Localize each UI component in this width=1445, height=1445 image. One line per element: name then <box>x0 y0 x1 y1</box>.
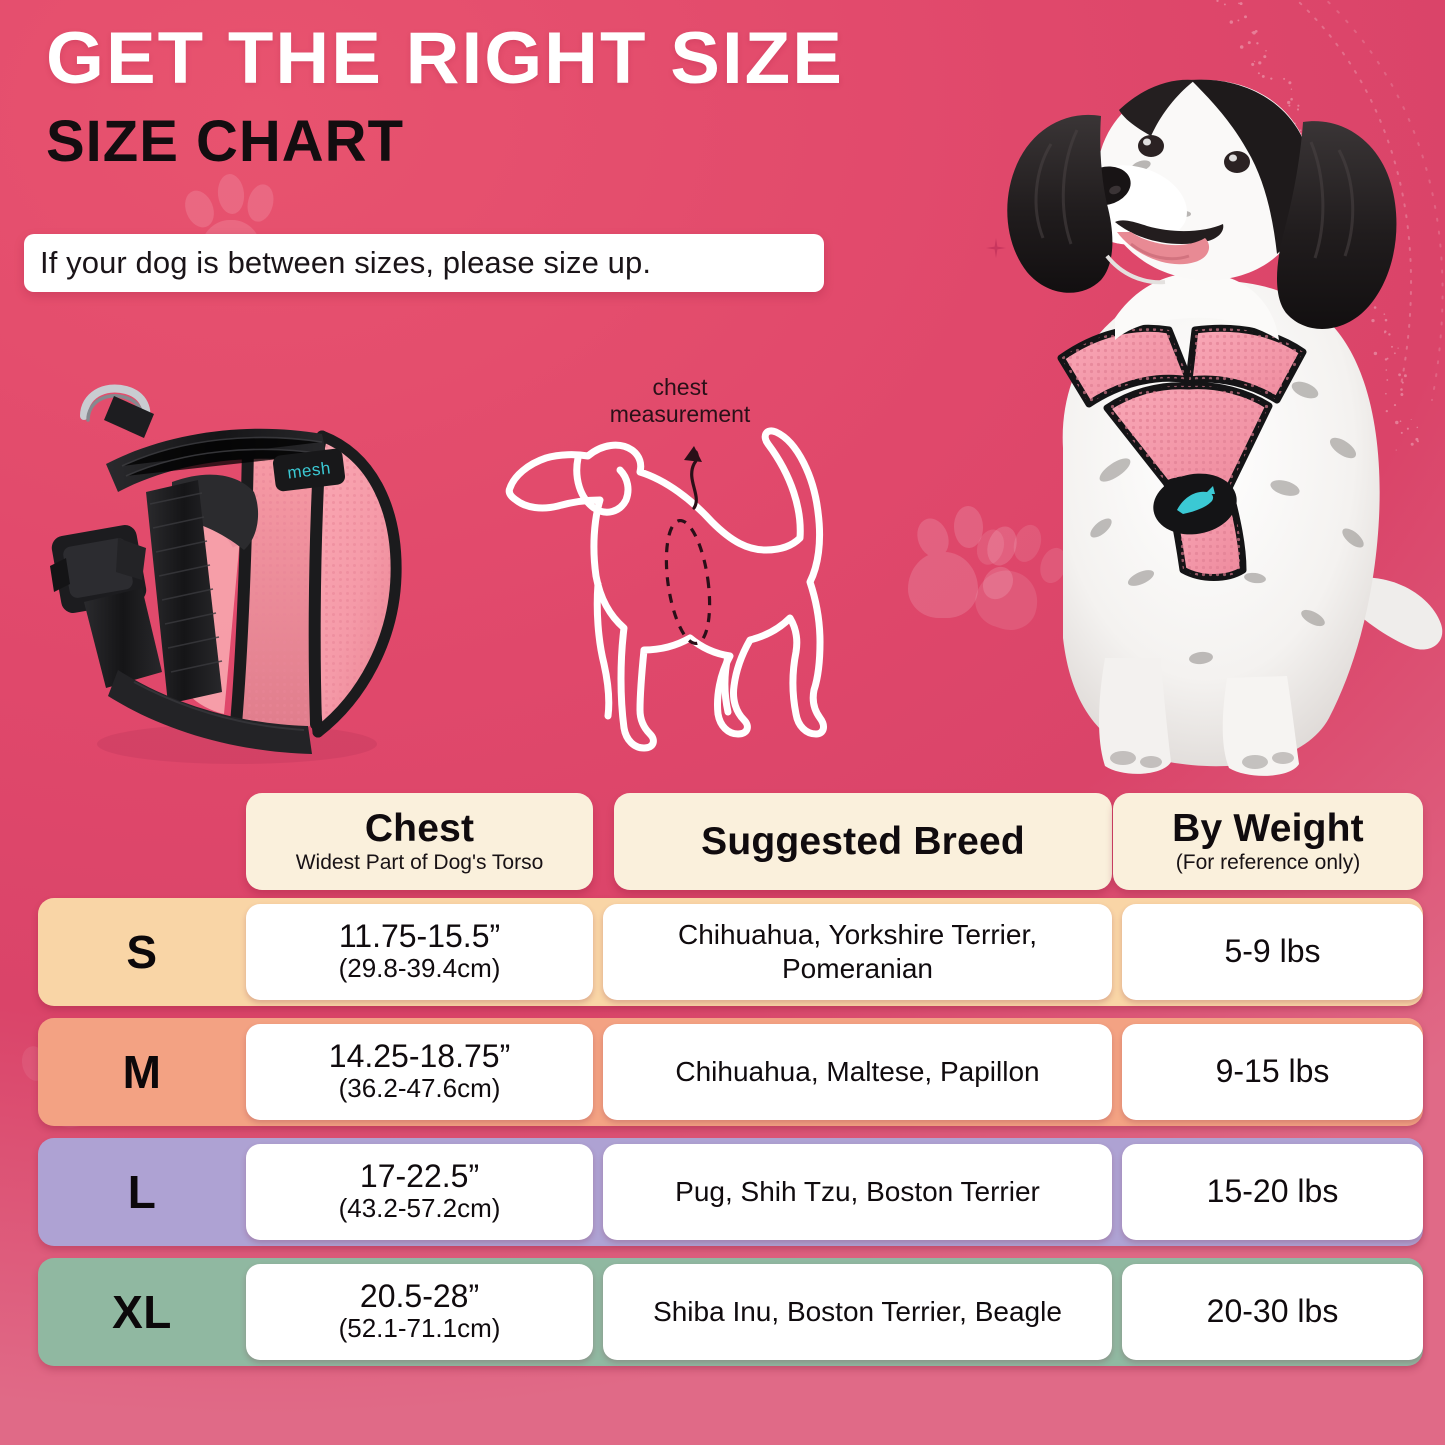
size-label: S <box>38 898 246 1006</box>
cell-breed: Shiba Inu, Boston Terrier, Beagle <box>603 1264 1112 1360</box>
cell-breed: Pug, Shih Tzu, Boston Terrier <box>603 1144 1112 1240</box>
cell-weight: 5-9 lbs <box>1122 904 1423 1000</box>
cell-chest-cm: (52.1-71.1cm) <box>339 1314 501 1343</box>
column-header-chest: Chest Widest Part of Dog's Torso <box>246 793 593 890</box>
column-header-chest-title: Chest <box>365 809 474 849</box>
cell-breed-text: Shiba Inu, Boston Terrier, Beagle <box>653 1295 1062 1329</box>
cell-chest-inches: 11.75-15.5” <box>339 920 500 954</box>
cell-weight-text: 15-20 lbs <box>1207 1175 1339 1209</box>
cell-breed: Chihuahua, Yorkshire Terrier, Pomeranian <box>603 904 1112 1000</box>
cell-chest: 14.25-18.75” (36.2-47.6cm) <box>246 1024 593 1120</box>
chest-measure-ellipse <box>660 518 717 646</box>
cell-weight: 9-15 lbs <box>1122 1024 1423 1120</box>
size-label: XL <box>38 1258 246 1366</box>
cell-breed-text: Pug, Shih Tzu, Boston Terrier <box>675 1175 1040 1209</box>
size-table-header: Chest Widest Part of Dog's Torso Suggest… <box>0 793 1445 898</box>
chest-measurement-label-line2: measurement <box>610 401 751 427</box>
size-up-callout-text: If your dog is between sizes, please siz… <box>40 245 651 281</box>
table-row: M 14.25-18.75” (36.2-47.6cm) Chihuahua, … <box>0 1018 1445 1126</box>
cell-chest-cm: (29.8-39.4cm) <box>339 954 501 983</box>
cell-chest-inches: 17-22.5” <box>360 1160 479 1194</box>
cell-weight-text: 20-30 lbs <box>1207 1295 1339 1329</box>
page-title: GET THE RIGHT SIZE <box>46 22 844 95</box>
table-row: S 11.75-15.5” (29.8-39.4cm) Chihuahua, Y… <box>0 898 1445 1006</box>
size-label: M <box>38 1018 246 1126</box>
cell-chest-cm: (36.2-47.6cm) <box>339 1074 501 1103</box>
chest-measurement-diagram: chest measurement <box>480 360 930 760</box>
table-row: L 17-22.5” (43.2-57.2cm) Pug, Shih Tzu, … <box>0 1138 1445 1246</box>
column-header-weight-sub: (For reference only) <box>1176 851 1360 874</box>
cell-chest-inches: 20.5-28” <box>360 1280 479 1314</box>
cell-weight: 20-30 lbs <box>1122 1264 1423 1360</box>
harness-product-image: mesh <box>22 352 442 772</box>
cell-breed-text: Chihuahua, Maltese, Papillon <box>675 1055 1039 1089</box>
column-header-breed-title: Suggested Breed <box>701 822 1025 862</box>
cell-breed: Chihuahua, Maltese, Papillon <box>603 1024 1112 1120</box>
dog-wearing-harness-photo <box>955 18 1445 788</box>
size-up-callout: If your dog is between sizes, please siz… <box>24 234 824 292</box>
table-row: XL 20.5-28” (52.1-71.1cm) Shiba Inu, Bos… <box>0 1258 1445 1366</box>
page-subtitle: SIZE CHART <box>46 113 404 171</box>
chest-measurement-label: chest measurement <box>530 374 830 427</box>
cell-weight-text: 5-9 lbs <box>1224 935 1320 969</box>
chest-measurement-label-line1: chest <box>653 374 708 400</box>
column-header-breed: Suggested Breed <box>614 793 1112 890</box>
cell-chest: 20.5-28” (52.1-71.1cm) <box>246 1264 593 1360</box>
cell-chest-cm: (43.2-57.2cm) <box>339 1194 501 1223</box>
cell-weight: 15-20 lbs <box>1122 1144 1423 1240</box>
size-table: Chest Widest Part of Dog's Torso Suggest… <box>0 793 1445 1378</box>
cell-chest: 11.75-15.5” (29.8-39.4cm) <box>246 904 593 1000</box>
column-header-chest-sub: Widest Part of Dog's Torso <box>296 851 544 874</box>
size-chart-infographic: GET THE RIGHT SIZE SIZE CHART If your do… <box>0 0 1445 1445</box>
cell-breed-text: Chihuahua, Yorkshire Terrier, Pomeranian <box>613 918 1102 986</box>
column-header-weight-title: By Weight <box>1172 809 1364 849</box>
column-header-weight: By Weight (For reference only) <box>1113 793 1423 890</box>
cell-weight-text: 9-15 lbs <box>1216 1055 1330 1089</box>
cell-chest: 17-22.5” (43.2-57.2cm) <box>246 1144 593 1240</box>
size-label: L <box>38 1138 246 1246</box>
cell-chest-inches: 14.25-18.75” <box>329 1040 510 1074</box>
